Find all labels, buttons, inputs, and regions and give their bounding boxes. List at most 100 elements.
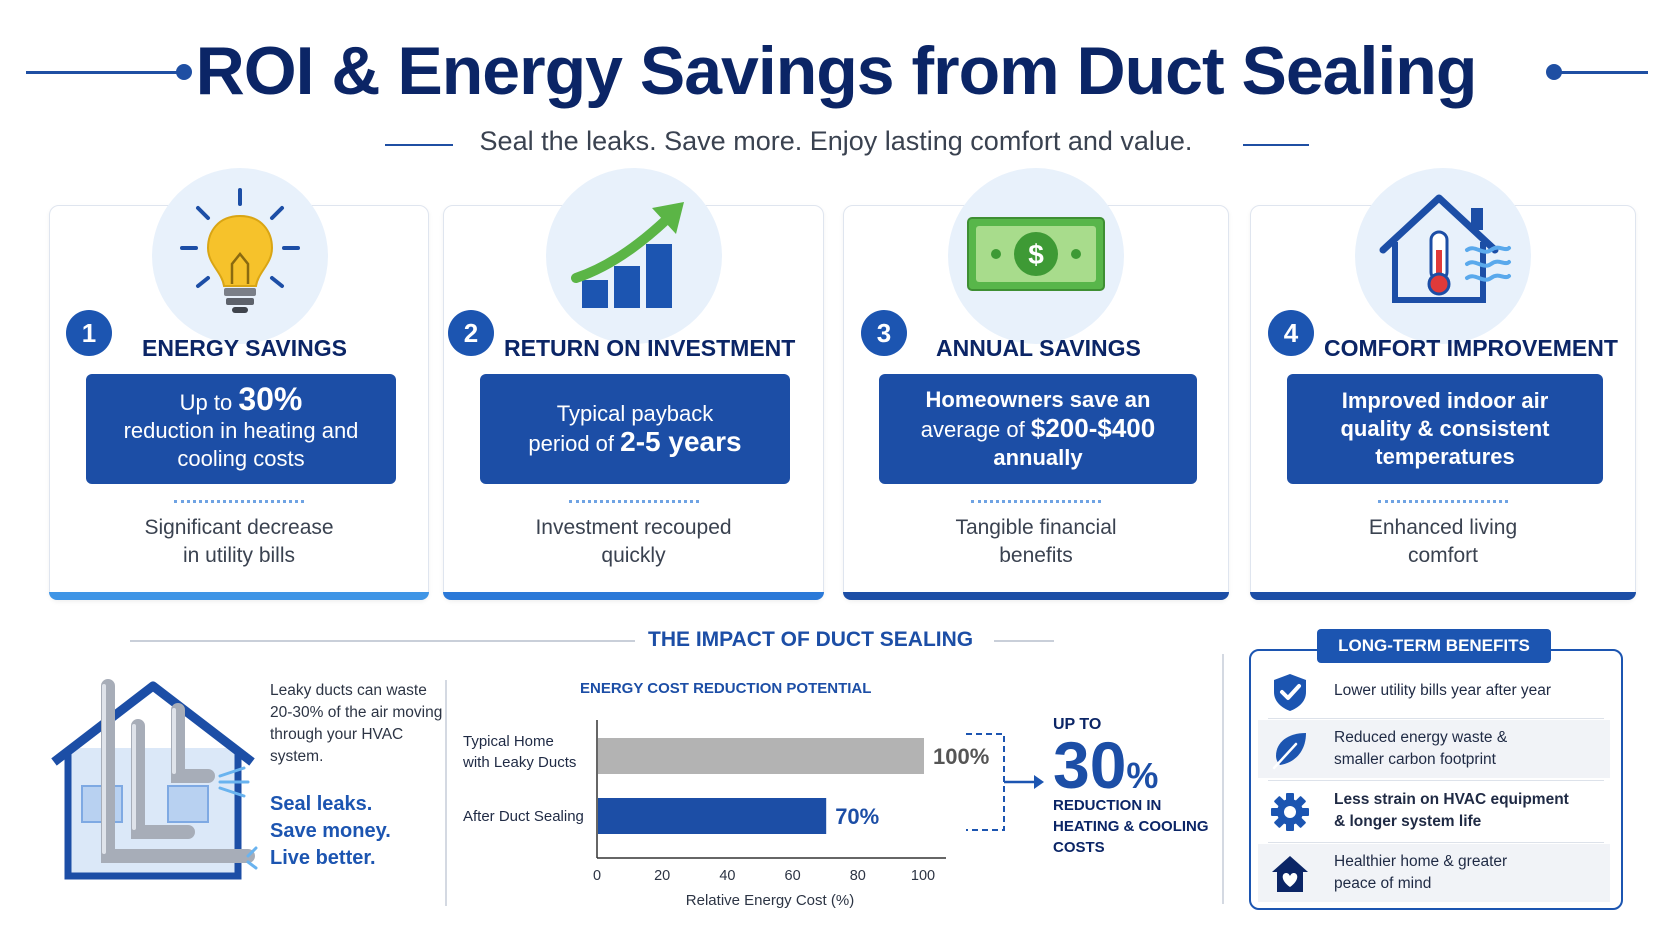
- card-highlight-box: Improved indoor air quality & consistent…: [1287, 374, 1603, 484]
- card-highlight-box: Homeowners save an average of $200-$400 …: [879, 374, 1197, 484]
- chart-title: ENERGY COST REDUCTION POTENTIAL: [580, 680, 872, 697]
- card-highlight-box: Typical payback period of 2-5 years: [480, 374, 790, 484]
- callout-text: REDUCTION IN HEATING & COOLING COSTS: [1053, 797, 1209, 856]
- card-return-on-investment: 2 RETURN ON INVESTMENT Typical payback p…: [443, 168, 824, 600]
- long-term-benefits-title: LONG-TERM BENEFITS: [1317, 629, 1551, 663]
- subtitle-rule-right: [1243, 144, 1309, 146]
- x-tick-label: 80: [849, 868, 866, 884]
- card-footer: Investment recouped quickly: [535, 516, 732, 567]
- card-box-line: temperatures: [1375, 444, 1515, 469]
- leaf-icon: [1272, 733, 1306, 770]
- benefit-divider: [1268, 718, 1604, 719]
- card-box-line: average of $200-$400: [920, 413, 1156, 443]
- impact-rule-left: [130, 640, 635, 642]
- card-title: COMFORT IMPROVEMENT: [1324, 335, 1618, 361]
- highlight-value: 30%: [238, 381, 303, 417]
- bar-value-label: 100%: [933, 744, 990, 769]
- benefit-item: Lower utility bills year after year: [1258, 662, 1610, 720]
- card-footer: Significant decrease in utility bills: [144, 516, 334, 567]
- title-dot-right: [1546, 64, 1562, 80]
- slogan: Seal leaks. Save money. Live better.: [270, 791, 391, 872]
- home-heart-icon: [1272, 856, 1308, 892]
- highlight-value: 2-5 years: [620, 426, 742, 457]
- impact-rule-right: [994, 640, 1054, 642]
- card-title: ENERGY SAVINGS: [142, 335, 347, 361]
- card-title: RETURN ON INVESTMENT: [504, 335, 796, 361]
- card-energy-savings: 1 ENERGY SAVINGS Up to 30% reduction in …: [49, 168, 429, 600]
- dotted-divider: [1378, 500, 1508, 503]
- card-footer: Tangible financial benefits: [955, 516, 1117, 567]
- dotted-divider: [569, 500, 699, 503]
- card-accent-bar: [1250, 592, 1636, 600]
- gear-icon: [1271, 793, 1309, 831]
- x-tick-label: 20: [654, 868, 671, 884]
- x-tick-label: 60: [784, 868, 801, 884]
- bar-value-label: 70%: [835, 804, 880, 829]
- slogan-line: Save money.: [270, 820, 391, 842]
- leaky-duct-text: Leaky ducts can waste 20-30% of the air …: [270, 682, 443, 765]
- card-title: ANNUAL SAVINGS: [936, 335, 1141, 361]
- bar-leaky-ducts: [598, 738, 924, 774]
- card-annual-savings: $ 3 ANNUAL SAVINGS Homeowners save an av…: [843, 168, 1229, 600]
- card-accent-bar: [49, 592, 429, 600]
- card-box-line: Up to 30%: [179, 381, 303, 417]
- x-tick-label: 40: [719, 868, 736, 884]
- card-footer: Enhanced living comfort: [1368, 516, 1518, 567]
- card-box-line: Typical payback: [556, 401, 714, 426]
- x-tick-label: 100: [910, 868, 936, 884]
- card-icon-circle: $: [948, 168, 1124, 344]
- dotted-divider: [971, 500, 1101, 503]
- slogan-line: Live better.: [270, 847, 376, 869]
- x-tick-label: 0: [592, 868, 602, 884]
- growth-chart-icon: [571, 202, 684, 308]
- card-number: 2: [448, 310, 494, 356]
- title-dot-left: [176, 64, 192, 80]
- benefit-divider: [1268, 842, 1604, 843]
- subtitle-rule-left: [385, 144, 453, 146]
- title-rule-right: [1556, 71, 1648, 74]
- lightbulb-icon: [180, 188, 300, 313]
- callout-upto: UP TO: [1053, 716, 1102, 733]
- card-icon-circle: [1355, 168, 1531, 344]
- card-box-line: Improved indoor air: [1341, 388, 1549, 413]
- x-axis-title: Relative Energy Cost (%): [685, 892, 855, 909]
- dotted-divider: [174, 500, 304, 503]
- card-icon-circle: [546, 168, 722, 344]
- card-box-line: reduction in heating and: [123, 418, 359, 443]
- card-highlight-box: Up to 30% reduction in heating and cooli…: [86, 374, 396, 484]
- card-number: 1: [66, 310, 112, 356]
- page-subtitle: Seal the leaks. Save more. Enjoy lasting…: [479, 126, 1193, 156]
- slogan-line: Seal leaks.: [270, 793, 373, 815]
- leaky-duct-house-icon: [51, 679, 258, 880]
- section-divider: [1222, 654, 1224, 904]
- energy-cost-chart: [596, 720, 946, 859]
- callout-value: 30%: [1053, 728, 1159, 802]
- card-box-line: period of 2-5 years: [528, 426, 742, 457]
- benefit-item: Reduced energy waste & smaller carbon foo…: [1258, 720, 1610, 778]
- card-accent-bar: [843, 592, 1229, 600]
- card-accent-bar: [443, 592, 824, 600]
- bar-category-label: After Duct Sealing: [463, 808, 584, 825]
- callout-bracket-arrow: [966, 733, 1044, 831]
- card-box-line: quality & consistent: [1340, 416, 1550, 441]
- card-number: 3: [861, 310, 907, 356]
- card-number: 4: [1268, 310, 1314, 356]
- card-icon-circle: [152, 168, 328, 344]
- page-title: ROI & Energy Savings from Duct Sealing: [195, 33, 1478, 109]
- house-thermometer-icon: [1379, 194, 1511, 303]
- title-rule-left: [26, 71, 184, 74]
- card-comfort-improvement: 4 COMFORT IMPROVEMENT Improved indoor ai…: [1250, 168, 1636, 600]
- benefit-divider: [1268, 780, 1604, 781]
- svg-text:$: $: [1028, 239, 1044, 270]
- benefit-item: Less strain on HVAC equipment & longer sy…: [1258, 782, 1610, 840]
- card-box-line: cooling costs: [177, 446, 305, 471]
- highlight-value: $200-$400: [1030, 413, 1156, 443]
- shield-check-icon: [1274, 674, 1306, 711]
- section-divider: [445, 680, 447, 906]
- benefit-item: Healthier home & greater peace of mind: [1258, 844, 1610, 902]
- card-box-line: annually: [993, 445, 1083, 470]
- money-bill-icon: $: [967, 217, 1105, 291]
- bar-after-sealing: [598, 798, 827, 834]
- card-box-line: Homeowners save an: [925, 387, 1151, 412]
- bar-category-label: Typical Home with Leaky Ducts: [463, 733, 577, 771]
